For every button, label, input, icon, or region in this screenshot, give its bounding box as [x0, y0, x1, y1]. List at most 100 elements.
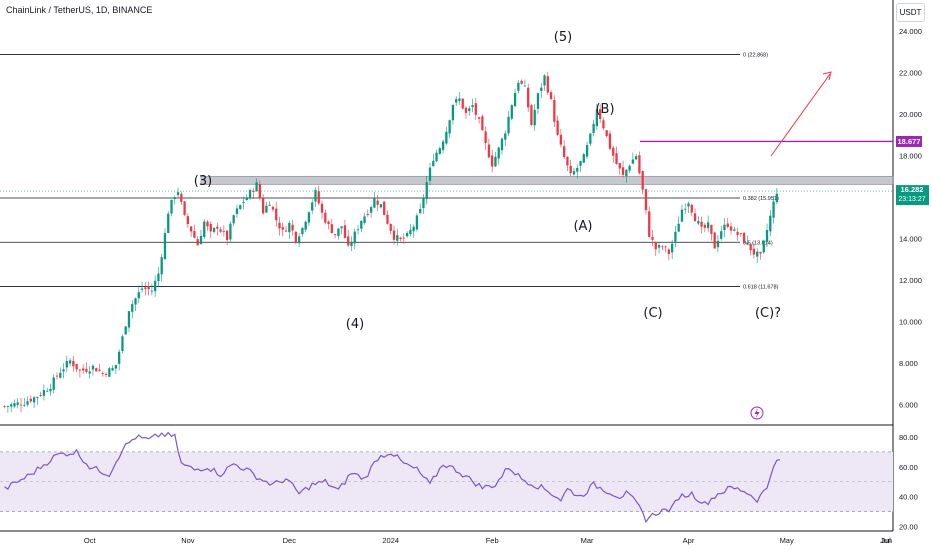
- candle-body[interactable]: [644, 189, 648, 211]
- candle-body[interactable]: [579, 161, 582, 166]
- candle-body[interactable]: [605, 130, 608, 136]
- candle-body[interactable]: [212, 227, 216, 232]
- candle-body[interactable]: [91, 365, 95, 370]
- wave-label-3[interactable]: (3): [194, 174, 212, 189]
- candle-body[interactable]: [582, 154, 585, 163]
- candle-body[interactable]: [729, 226, 733, 231]
- candle-body[interactable]: [477, 117, 481, 119]
- candle-body[interactable]: [733, 229, 736, 231]
- candle-body[interactable]: [278, 222, 281, 229]
- candle-body[interactable]: [72, 360, 75, 367]
- candle-body[interactable]: [232, 215, 235, 224]
- candle-body[interactable]: [104, 373, 108, 375]
- candle-body[interactable]: [621, 167, 625, 175]
- candle-body[interactable]: [147, 286, 150, 290]
- candle-body[interactable]: [297, 236, 301, 244]
- candle-body[interactable]: [239, 205, 242, 210]
- candle-body[interactable]: [23, 404, 26, 406]
- candle-body[interactable]: [759, 251, 762, 254]
- candle-body[interactable]: [549, 92, 553, 99]
- candle-body[interactable]: [317, 191, 320, 204]
- candle-body[interactable]: [242, 201, 245, 203]
- candle-body[interactable]: [464, 107, 468, 114]
- candle-body[interactable]: [121, 336, 124, 352]
- candlestick-series[interactable]: [3, 72, 778, 413]
- candle-body[interactable]: [219, 229, 222, 232]
- candle-body[interactable]: [32, 397, 36, 403]
- candle-body[interactable]: [330, 224, 333, 234]
- candle-body[interactable]: [46, 390, 49, 392]
- candle-body[interactable]: [500, 138, 504, 151]
- candle-body[interactable]: [59, 372, 62, 378]
- candle-body[interactable]: [379, 204, 383, 208]
- candle-body[interactable]: [29, 398, 32, 402]
- candle-body[interactable]: [438, 148, 441, 154]
- candle-body[interactable]: [412, 226, 415, 232]
- candle-body[interactable]: [654, 242, 657, 250]
- candle-body[interactable]: [585, 145, 589, 157]
- candle-body[interactable]: [595, 109, 599, 127]
- candle-body[interactable]: [39, 395, 42, 396]
- candle-body[interactable]: [248, 189, 252, 199]
- candle-body[interactable]: [739, 233, 742, 235]
- candle-body[interactable]: [255, 182, 258, 192]
- candle-body[interactable]: [435, 152, 438, 162]
- candle-body[interactable]: [144, 287, 147, 289]
- candle-body[interactable]: [52, 377, 55, 390]
- candle-body[interactable]: [631, 159, 635, 164]
- candle-body[interactable]: [369, 207, 373, 213]
- candle-body[interactable]: [648, 211, 651, 237]
- candle-body[interactable]: [399, 237, 402, 240]
- candle-body[interactable]: [458, 98, 461, 101]
- candle-body[interactable]: [65, 361, 68, 368]
- candle-body[interactable]: [392, 230, 396, 240]
- candle-body[interactable]: [134, 298, 137, 305]
- candle-body[interactable]: [304, 221, 307, 230]
- candle-body[interactable]: [88, 371, 91, 374]
- candle-body[interactable]: [402, 237, 405, 239]
- candle-body[interactable]: [533, 109, 536, 126]
- candle-body[interactable]: [706, 222, 710, 229]
- candle-body[interactable]: [517, 82, 520, 91]
- candle-body[interactable]: [206, 221, 209, 227]
- candle-body[interactable]: [180, 193, 183, 202]
- candle-body[interactable]: [448, 120, 451, 134]
- candle-body[interactable]: [261, 198, 265, 214]
- candle-body[interactable]: [615, 153, 618, 164]
- candle-body[interactable]: [222, 231, 226, 232]
- candle-body[interactable]: [749, 243, 752, 251]
- candle-body[interactable]: [510, 105, 513, 119]
- candle-body[interactable]: [563, 146, 566, 158]
- candle-body[interactable]: [504, 133, 507, 140]
- candle-body[interactable]: [154, 280, 157, 292]
- candle-body[interactable]: [441, 141, 445, 150]
- candle-body[interactable]: [343, 225, 347, 238]
- candle-body[interactable]: [85, 368, 88, 372]
- wave-label-5[interactable]: (5): [554, 30, 572, 45]
- candle-body[interactable]: [742, 232, 746, 243]
- candle-body[interactable]: [481, 116, 484, 131]
- currency-button[interactable]: USDT: [896, 3, 925, 22]
- candle-body[interactable]: [340, 226, 343, 229]
- candle-body[interactable]: [540, 87, 543, 91]
- candle-body[interactable]: [225, 230, 229, 241]
- candle-body[interactable]: [674, 231, 677, 242]
- candle-body[interactable]: [651, 236, 654, 240]
- candle-body[interactable]: [356, 229, 360, 231]
- candle-body[interactable]: [736, 231, 739, 235]
- candle-body[interactable]: [258, 184, 262, 199]
- candle-body[interactable]: [229, 223, 232, 240]
- candle-body[interactable]: [657, 245, 661, 248]
- candle-body[interactable]: [245, 197, 248, 201]
- candle-body[interactable]: [265, 205, 268, 213]
- candle-body[interactable]: [108, 368, 111, 377]
- candle-body[interactable]: [281, 227, 284, 230]
- candle-body[interactable]: [608, 133, 612, 149]
- candle-body[interactable]: [432, 160, 435, 167]
- candle-body[interactable]: [690, 204, 693, 213]
- candle-body[interactable]: [350, 242, 353, 246]
- candle-body[interactable]: [634, 156, 638, 160]
- candle-body[interactable]: [268, 204, 271, 206]
- candle-body[interactable]: [700, 221, 703, 227]
